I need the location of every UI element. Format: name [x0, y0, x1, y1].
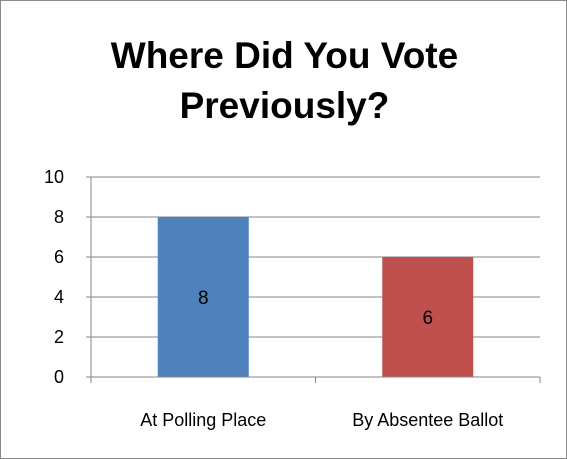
chart-title: Where Did You Vote Previously?	[1, 31, 567, 131]
bar	[382, 257, 474, 377]
bar	[157, 217, 249, 377]
y-tick-label: 10	[44, 167, 64, 187]
y-tick-label: 6	[54, 247, 64, 267]
chart-title-line-1: Where Did You Vote	[110, 35, 459, 76]
x-tick-label: At Polling Place	[140, 410, 266, 430]
y-tick-label: 8	[54, 207, 64, 227]
y-tick-label: 2	[54, 327, 64, 347]
chart-title-line-2: Previously?	[179, 85, 390, 126]
data-label: 6	[422, 308, 433, 329]
data-label: 8	[198, 288, 209, 309]
x-tick-label: By Absentee Ballot	[352, 410, 503, 430]
y-tick-label: 4	[54, 287, 64, 307]
y-tick-label: 0	[54, 367, 64, 387]
